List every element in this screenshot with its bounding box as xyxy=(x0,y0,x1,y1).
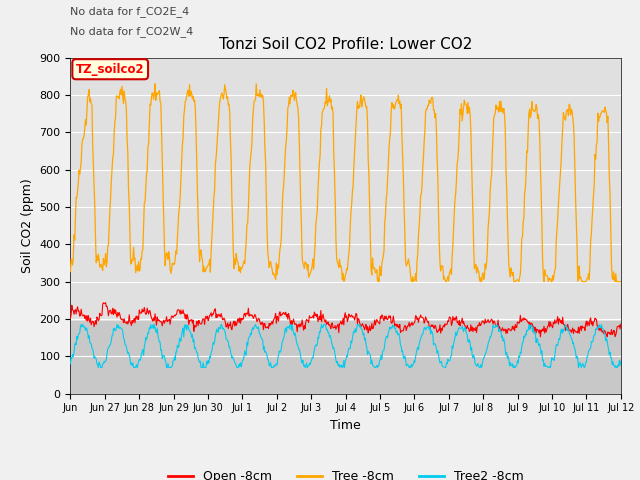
Text: No data for f_CO2E_4: No data for f_CO2E_4 xyxy=(70,6,189,17)
Legend: Open -8cm, Tree -8cm, Tree2 -8cm: Open -8cm, Tree -8cm, Tree2 -8cm xyxy=(163,465,529,480)
Title: Tonzi Soil CO2 Profile: Lower CO2: Tonzi Soil CO2 Profile: Lower CO2 xyxy=(219,37,472,52)
Y-axis label: Soil CO2 (ppm): Soil CO2 (ppm) xyxy=(21,178,34,273)
Text: TZ_soilco2: TZ_soilco2 xyxy=(76,63,145,76)
X-axis label: Time: Time xyxy=(330,419,361,432)
Bar xyxy=(70,58,621,321)
Text: No data for f_CO2W_4: No data for f_CO2W_4 xyxy=(70,26,194,37)
